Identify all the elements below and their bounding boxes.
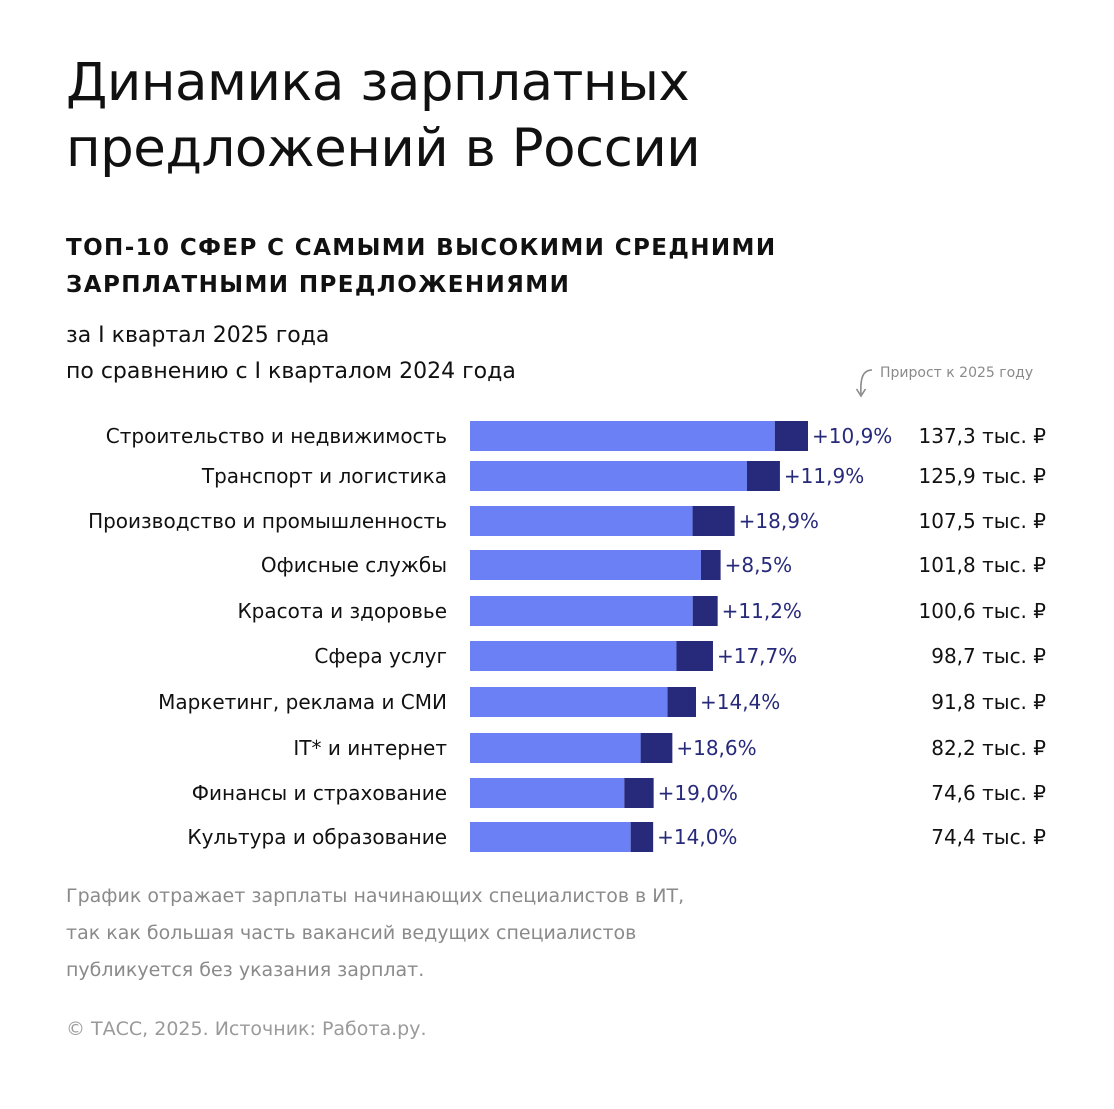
category-label: Красота и здоровье: [237, 599, 447, 623]
bar-base-2024: [470, 421, 775, 451]
bar-growth-segment: [630, 822, 654, 852]
bar-base-2024: [470, 822, 631, 852]
bar-growth-segment: [667, 687, 696, 717]
salary-label: 101,8 тыс. ₽: [919, 553, 1047, 577]
salary-label: 74,4 тыс. ₽: [931, 825, 1046, 849]
bar-growth-segment: [676, 641, 713, 671]
bar-base-2024: [470, 641, 677, 671]
salary-label: 125,9 тыс. ₽: [919, 464, 1047, 488]
category-label: Маркетинг, реклама и СМИ: [158, 690, 447, 714]
growth-label: +18,9%: [739, 509, 819, 533]
salary-label: 82,2 тыс. ₽: [931, 736, 1046, 760]
chart-subtitle: ТОП-10 СФЕР С САМЫМИ ВЫСОКИМИ СРЕДНИМИ З…: [66, 230, 1066, 304]
period-description: за I квартал 2025 года по сравнению с I …: [66, 318, 766, 390]
bar-growth-segment: [624, 778, 654, 808]
footnote-line-1: График отражает зарплаты начинающих спец…: [66, 885, 685, 907]
growth-label: +18,6%: [676, 736, 756, 760]
footnote-line-2: так как большая часть вакансий ведущих с…: [66, 922, 637, 944]
chart-subtitle-line-2: ЗАРПЛАТНЫМИ ПРЕДЛОЖЕНИЯМИ: [66, 272, 571, 298]
growth-note-label: Прирост к 2025 году: [880, 365, 1034, 381]
curved-arrow-icon: [855, 369, 873, 398]
period-line-2: по сравнению с I кварталом 2024 года: [66, 359, 516, 384]
bar-base-2024: [470, 596, 693, 626]
category-label: Транспорт и логистика: [201, 464, 447, 488]
bar-base-2024: [470, 506, 693, 536]
salary-label: 98,7 тыс. ₽: [931, 644, 1046, 668]
growth-label: +11,2%: [722, 599, 802, 623]
page-title-line-1: Динамика зарплатных: [66, 52, 690, 113]
salary-label: 74,6 тыс. ₽: [931, 781, 1046, 805]
salary-label: 107,5 тыс. ₽: [919, 509, 1047, 533]
category-label: Финансы и страхование: [192, 781, 447, 805]
growth-label: +14,4%: [700, 690, 780, 714]
category-label: IT* и интернет: [293, 736, 447, 760]
category-label: Производство и промышленность: [88, 509, 447, 533]
period-line-1: за I квартал 2025 года: [66, 323, 330, 348]
bar-growth-segment: [700, 550, 721, 580]
footnote-line-3: публикуется без указания зарплат.: [66, 959, 425, 981]
salary-label: 137,3 тыс. ₽: [919, 424, 1047, 448]
bar-base-2024: [470, 733, 641, 763]
bar-base-2024: [470, 461, 747, 491]
bar-growth-segment: [746, 461, 780, 491]
chart-subtitle-line-1: ТОП-10 СФЕР С САМЫМИ ВЫСОКИМИ СРЕДНИМИ: [66, 235, 777, 261]
salary-label: 100,6 тыс. ₽: [919, 599, 1047, 623]
page-title: Динамика зарплатных предложений в России: [66, 50, 1066, 182]
bar-growth-segment: [692, 506, 735, 536]
category-label: Культура и образование: [187, 825, 447, 849]
growth-label: +8,5%: [725, 553, 793, 577]
growth-label: +14,0%: [657, 825, 737, 849]
chart-footnote: График отражает зарплаты начинающих спец…: [66, 878, 966, 989]
growth-label: +10,9%: [812, 424, 892, 448]
growth-label: +17,7%: [717, 644, 797, 668]
bar-growth-segment: [640, 733, 673, 763]
category-label: Сфера услуг: [314, 644, 447, 668]
category-label: Строительство и недвижимость: [106, 424, 447, 448]
growth-label: +11,9%: [784, 464, 864, 488]
bar-base-2024: [470, 550, 701, 580]
bar-growth-segment: [692, 596, 718, 626]
growth-label: +19,0%: [658, 781, 738, 805]
salary-label: 91,8 тыс. ₽: [931, 690, 1046, 714]
source-credit: © ТАСС, 2025. Источник: Работа.ру.: [66, 1018, 427, 1040]
bar-growth-segment: [774, 421, 808, 451]
category-label: Офисные службы: [261, 553, 447, 577]
bar-base-2024: [470, 687, 668, 717]
page-title-line-2: предложений в России: [66, 118, 701, 179]
bar-base-2024: [470, 778, 625, 808]
